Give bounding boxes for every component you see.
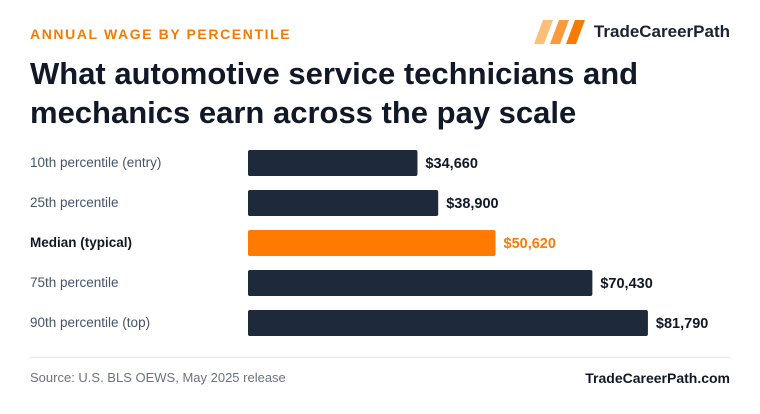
- category-label: 25th percentile: [30, 195, 119, 210]
- brand-logo: TradeCareerPath: [533, 20, 730, 44]
- bar: [248, 270, 593, 296]
- value-label: $38,900: [446, 196, 498, 212]
- footer-divider: [30, 357, 730, 358]
- category-label: 90th percentile (top): [30, 315, 150, 330]
- brand-name: TradeCareerPath: [593, 22, 730, 41]
- value-label: $70,430: [600, 276, 652, 292]
- category-label: Median (typical): [30, 235, 132, 250]
- bar: [248, 230, 496, 256]
- chart-eyebrow: ANNUAL WAGE BY PERCENTILE: [30, 26, 292, 42]
- source-note: Source: U.S. BLS OEWS, May 2025 release: [30, 370, 286, 385]
- bar: [248, 310, 648, 336]
- chart-title: What automotive service technicians and …: [30, 56, 639, 130]
- site-url: TradeCareerPath.com: [585, 370, 730, 386]
- brand-stripes-icon: [533, 20, 585, 44]
- value-label: $81,790: [656, 316, 708, 332]
- value-label: $34,660: [425, 156, 477, 172]
- value-label: $50,620: [504, 236, 556, 252]
- category-label: 10th percentile (entry): [30, 155, 161, 170]
- bar: [248, 190, 439, 216]
- bar: [248, 150, 418, 176]
- category-label: 75th percentile: [30, 275, 119, 290]
